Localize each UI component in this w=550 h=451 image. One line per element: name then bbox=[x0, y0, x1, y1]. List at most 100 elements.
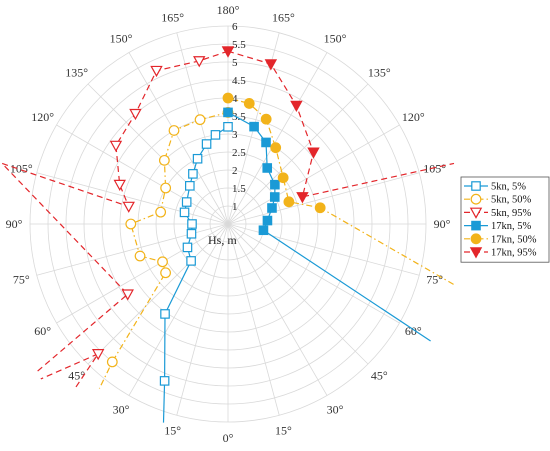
angle-tick-label: 0° bbox=[223, 431, 234, 445]
angle-tick-label: 15° bbox=[164, 424, 181, 438]
data-point bbox=[267, 203, 277, 213]
data-point bbox=[201, 139, 212, 149]
legend-marker bbox=[469, 247, 483, 259]
data-point bbox=[125, 218, 137, 230]
legend-marker bbox=[470, 233, 482, 245]
series-line bbox=[227, 111, 431, 342]
series-line bbox=[98, 111, 229, 389]
angle-tick-label: 180° bbox=[217, 3, 240, 17]
grid-spoke bbox=[227, 124, 400, 225]
angle-tick-label: 150° bbox=[324, 32, 347, 46]
radial-axis-title: Hs, m bbox=[208, 233, 237, 247]
data-point bbox=[262, 163, 273, 173]
polar-grid bbox=[29, 25, 427, 423]
angle-tick-label: 165° bbox=[161, 10, 184, 24]
radial-tick-labels: 11.522.533.544.555.56 bbox=[232, 21, 246, 213]
series-1 bbox=[159, 121, 233, 423]
legend-label: 17kn, 5% bbox=[491, 221, 532, 232]
data-point bbox=[157, 256, 168, 268]
legend-item: 17kn, 95% bbox=[464, 247, 537, 259]
legend-label: 17kn, 95% bbox=[491, 248, 537, 259]
data-point bbox=[223, 107, 233, 118]
data-point bbox=[181, 197, 192, 207]
grid-spoke bbox=[227, 83, 369, 225]
data-point bbox=[155, 206, 167, 218]
radial-tick-label: 1 bbox=[232, 201, 238, 213]
legend: 5kn, 5% 5kn, 50% 5kn, 95% 17kn, 5% 17kn, 50%… bbox=[460, 176, 550, 263]
legend-marker bbox=[471, 220, 481, 231]
angle-tick-label: 150° bbox=[110, 32, 133, 46]
grid-spoke bbox=[36, 172, 229, 225]
angle-tick-label: 120° bbox=[31, 110, 54, 124]
angle-tick-labels: 0° 15° 30° 45° 60° 75° 90° 105° 120° 135° 150° 165°… bbox=[6, 3, 451, 445]
angle-tick-label: 75° bbox=[13, 272, 30, 286]
series-line bbox=[227, 97, 455, 286]
radial-tick-label: 6 bbox=[232, 21, 238, 33]
legend-label: 17kn, 50% bbox=[491, 234, 537, 245]
angle-tick-label: 90° bbox=[434, 217, 451, 231]
grid-spoke bbox=[56, 223, 229, 324]
data-point bbox=[210, 130, 221, 140]
angle-tick-label: 120° bbox=[402, 110, 425, 124]
data-point bbox=[260, 113, 272, 125]
data-point bbox=[222, 92, 234, 104]
data-series bbox=[1, 46, 455, 423]
grid-spoke bbox=[227, 223, 280, 416]
data-point bbox=[223, 121, 233, 132]
data-point bbox=[129, 108, 142, 121]
data-point bbox=[269, 192, 280, 202]
grid-spoke bbox=[227, 52, 328, 225]
angle-tick-label: 105° bbox=[423, 162, 446, 176]
data-point bbox=[314, 202, 326, 214]
data-point bbox=[113, 179, 126, 192]
data-point bbox=[277, 172, 289, 184]
radial-tick-label: 2 bbox=[232, 165, 238, 177]
grid-spoke bbox=[128, 52, 229, 225]
data-point bbox=[134, 250, 146, 262]
series-5 bbox=[222, 92, 455, 286]
data-point bbox=[106, 356, 118, 368]
data-point bbox=[160, 182, 172, 194]
angle-tick-label: 45° bbox=[68, 368, 85, 382]
angle-tick-label: 15° bbox=[275, 424, 292, 438]
radial-tick-label: 4 bbox=[232, 93, 238, 105]
data-point bbox=[188, 169, 198, 179]
legend-item: 17kn, 50% bbox=[464, 233, 537, 245]
data-point bbox=[307, 147, 320, 159]
grid-spoke bbox=[87, 223, 229, 365]
legend-marker bbox=[471, 181, 481, 191]
data-point bbox=[261, 137, 271, 148]
data-point bbox=[159, 376, 170, 386]
data-point bbox=[262, 215, 273, 226]
angle-tick-label: 165° bbox=[272, 10, 295, 24]
grid-spoke bbox=[176, 223, 229, 416]
series-4 bbox=[223, 107, 431, 342]
data-point bbox=[186, 228, 197, 239]
radial-tick-label: 2.5 bbox=[232, 147, 246, 159]
data-point bbox=[283, 196, 295, 208]
data-point bbox=[182, 242, 193, 253]
grid-spoke bbox=[36, 223, 229, 276]
series-3 bbox=[1, 46, 235, 391]
legend-marker bbox=[469, 207, 483, 219]
angle-tick-label: 135° bbox=[368, 66, 391, 80]
legend-label: 5kn, 50% bbox=[491, 195, 532, 206]
data-point bbox=[258, 225, 269, 236]
angle-tick-label: 75° bbox=[426, 272, 443, 286]
data-point bbox=[158, 154, 170, 166]
legend-label: 5kn, 5% bbox=[491, 182, 526, 193]
data-point bbox=[122, 201, 135, 213]
legend-label: 5kn, 95% bbox=[491, 208, 532, 219]
grid-spoke bbox=[128, 223, 229, 396]
data-point bbox=[121, 289, 134, 301]
data-point bbox=[187, 219, 197, 229]
series-2 bbox=[98, 106, 234, 389]
radial-tick-label: 3 bbox=[232, 129, 238, 141]
data-point bbox=[243, 98, 255, 109]
radial-tick-label: 5.5 bbox=[232, 39, 246, 51]
grid-spoke bbox=[227, 223, 328, 396]
grid-spoke bbox=[56, 124, 229, 225]
angle-tick-label: 105° bbox=[10, 162, 33, 176]
legend-item: 5kn, 5% bbox=[464, 181, 526, 193]
